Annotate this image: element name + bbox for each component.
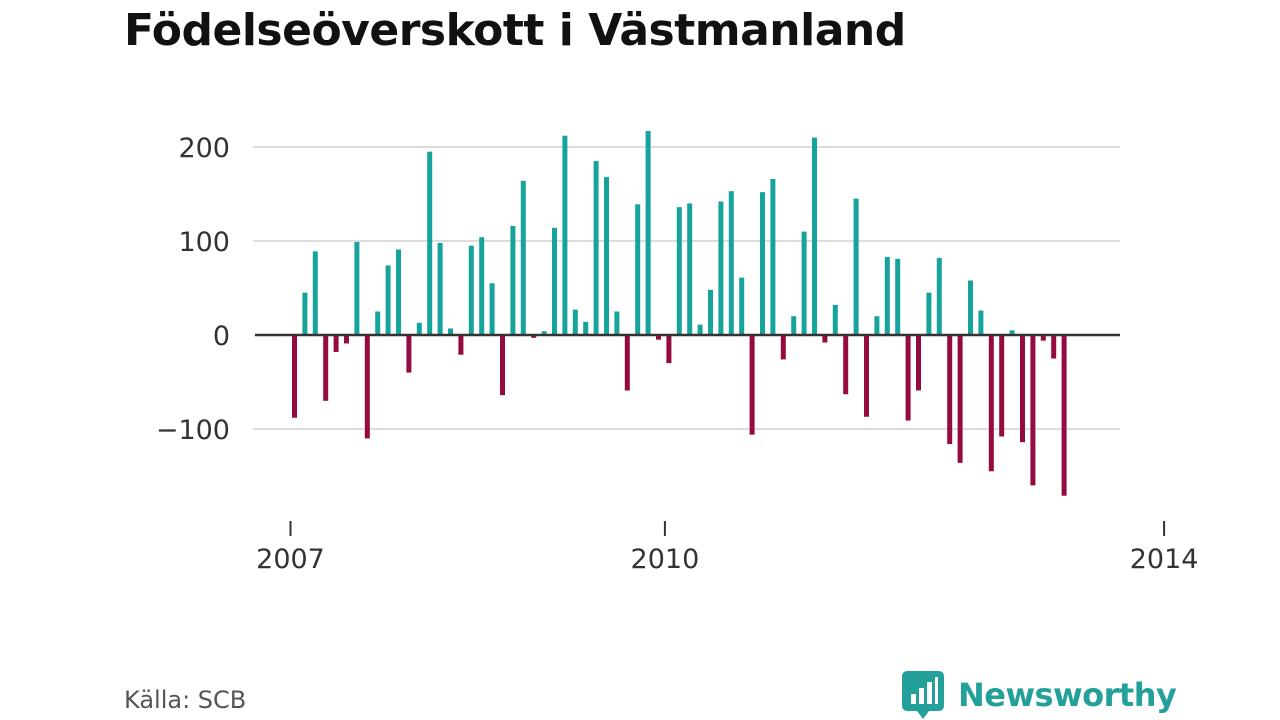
bar-negative [1061, 335, 1067, 496]
bar-negative [843, 335, 849, 395]
bar-negative [406, 335, 412, 373]
bar-negative [1051, 335, 1057, 359]
bar-positive [614, 311, 620, 335]
bar-positive [801, 231, 807, 335]
bar-positive [541, 331, 547, 335]
bar-negative [323, 335, 329, 401]
bar-negative [822, 335, 828, 343]
bar-positive [739, 277, 745, 335]
bar-negative [864, 335, 869, 417]
bar-negative [364, 335, 370, 439]
chart-title: Födelseöverskott i Västmanland [124, 5, 906, 56]
bar-positive [770, 178, 776, 335]
x-axis-ticks: 200720102014201820222025 [256, 521, 1199, 575]
bar-negative [666, 335, 672, 364]
bars [292, 131, 1067, 496]
x-tick-label: 2007 [256, 544, 325, 575]
bar-positive [604, 177, 609, 335]
bar-positive [884, 256, 890, 335]
bar-positive [427, 151, 433, 335]
bar-negative [1020, 335, 1025, 443]
bar-negative [749, 335, 755, 435]
bar-positive [510, 225, 516, 335]
bar-negative [458, 335, 464, 355]
bar-positive [375, 311, 381, 335]
bar-negative [999, 335, 1005, 437]
x-tick-label: 2010 [631, 544, 700, 575]
source-note: Källa: SCB [124, 686, 247, 714]
bar-positive [1009, 330, 1015, 335]
bar-positive [718, 201, 724, 335]
y-tick-label: 100 [178, 227, 230, 258]
brand-logo[interactable]: Newsworthy [902, 670, 1177, 720]
bar-positive [978, 310, 984, 335]
bar-negative [344, 335, 349, 344]
bar-positive [520, 180, 526, 335]
newsworthy-logo-icon [902, 671, 944, 719]
bar-positive [312, 251, 318, 335]
bar-positive [468, 245, 474, 335]
bar-positive [562, 135, 568, 335]
bar-positive [687, 203, 693, 335]
bar-negative [947, 335, 953, 445]
bar-positive [448, 328, 453, 335]
bar-positive [708, 289, 713, 335]
bar-positive [635, 204, 641, 335]
bar-positive [728, 191, 734, 335]
bar-positive [396, 249, 401, 335]
bar-negative [905, 335, 911, 421]
bar-negative [1040, 335, 1046, 341]
bar-positive [926, 292, 932, 335]
bar-positive [936, 257, 942, 335]
bar-positive [697, 324, 703, 335]
bar-positive [302, 292, 308, 335]
x-tick-label: 2014 [1130, 544, 1199, 575]
bar-positive [760, 192, 765, 335]
bar-positive [832, 304, 838, 335]
bar-positive [479, 237, 485, 335]
bar-positive [593, 161, 599, 335]
brand-name: Newsworthy [958, 676, 1177, 714]
bar-positive [437, 242, 443, 335]
y-tick-label: 0 [213, 321, 230, 352]
bar-positive [385, 265, 391, 335]
bar-positive [812, 137, 817, 335]
bar-positive [489, 283, 495, 335]
bar-negative [292, 335, 297, 418]
bar-positive [354, 241, 360, 335]
y-axis-ticks: −100 0 100 200 [156, 133, 230, 446]
bar-negative [500, 335, 505, 396]
bar-positive [583, 321, 589, 335]
bar-negative [333, 335, 339, 352]
bar-positive [416, 322, 422, 335]
bar-positive [874, 316, 880, 335]
bar-positive [853, 198, 859, 335]
bar-negative [624, 335, 630, 391]
bar-negative [916, 335, 921, 391]
bar-negative [988, 335, 994, 472]
bar-positive [968, 280, 973, 335]
bar-positive [552, 227, 557, 335]
gridlines [253, 146, 1120, 430]
bar-negative [780, 335, 786, 360]
y-tick-label: −100 [156, 415, 230, 446]
y-tick-label: 200 [178, 133, 230, 164]
bar-positive [645, 131, 651, 335]
bar-positive [895, 258, 901, 335]
bar-positive [572, 309, 578, 335]
bar-negative [656, 335, 661, 340]
bar-negative [957, 335, 963, 463]
bar-negative [531, 335, 537, 338]
bar-positive [791, 316, 797, 335]
bar-positive [676, 207, 682, 335]
bar-negative [1030, 335, 1036, 486]
